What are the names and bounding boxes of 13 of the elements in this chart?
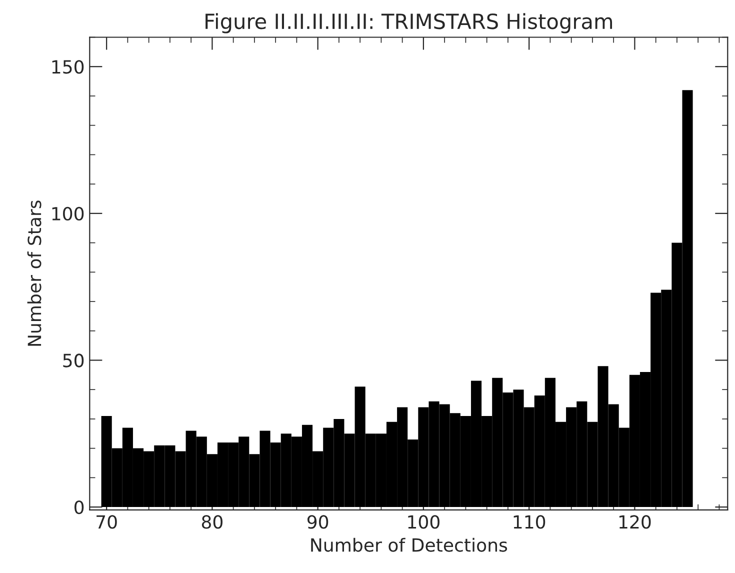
x-tick-label: 110 xyxy=(514,515,546,529)
y-axis-title: Number of Stars xyxy=(27,200,42,346)
x-tick-label: 80 xyxy=(202,515,222,529)
y-tick-label: 0 xyxy=(74,500,84,514)
y-tick-label: 50 xyxy=(63,354,84,368)
x-tick-label: 100 xyxy=(408,515,440,529)
x-tick-label: 120 xyxy=(619,515,651,529)
chart-title: Figure II.II.II.III.II: TRIMSTARS Histogram xyxy=(206,13,612,34)
x-tick-label: 70 xyxy=(96,515,117,529)
y-tick-label: 150 xyxy=(52,60,84,74)
y-tick-label: 100 xyxy=(52,206,84,221)
x-tick-label: 90 xyxy=(307,515,328,529)
x-axis-title: Number of Detections xyxy=(311,538,508,552)
